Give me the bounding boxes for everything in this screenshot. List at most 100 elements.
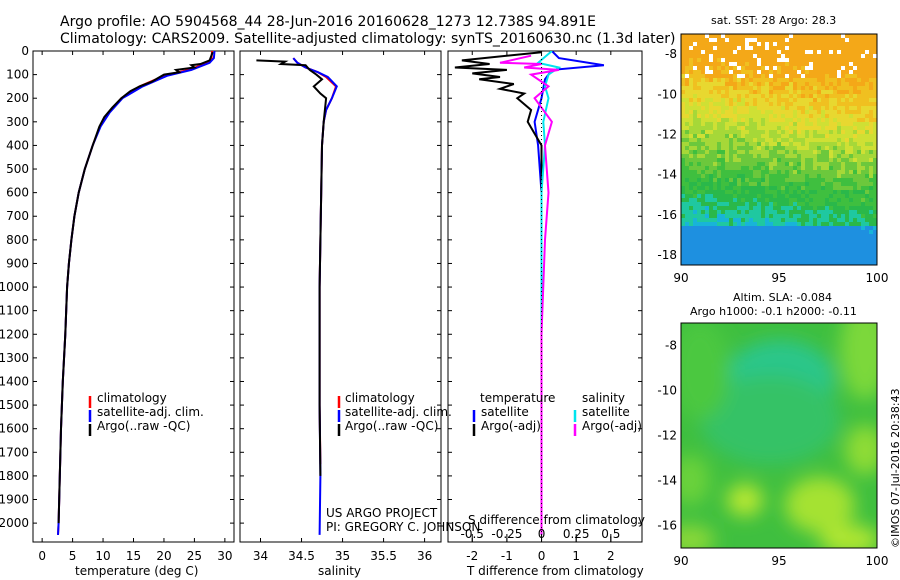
sst-cell [721, 102, 725, 106]
sst-cell [845, 246, 849, 250]
sst-cell [845, 102, 849, 106]
sst-cell [765, 158, 769, 162]
sst-cell [681, 82, 685, 86]
sst-cell [821, 254, 825, 258]
sst-cell [797, 122, 801, 126]
sst-cell [757, 82, 761, 86]
sst-cell [681, 242, 685, 246]
sst-cell [829, 258, 833, 262]
sst-cell [701, 230, 705, 234]
sst-cell [753, 162, 757, 166]
sst-cell [689, 170, 693, 174]
sst-cell [773, 154, 777, 158]
sst-cell [697, 50, 701, 54]
sst-cell [705, 150, 709, 154]
sst-cell [689, 186, 693, 190]
sst-cell [781, 154, 785, 158]
sst-cell [829, 154, 833, 158]
sst-cell [697, 174, 701, 178]
sst-cell [789, 94, 793, 98]
sst-cell [865, 58, 869, 62]
sst-cell [789, 262, 793, 265]
sst-cell [805, 110, 809, 114]
sst-cell [861, 42, 865, 46]
depth-tick-label: 300 [6, 115, 29, 129]
sst-cell [693, 202, 697, 206]
sst-cell [765, 198, 769, 202]
sst-cell [873, 158, 877, 162]
sst-cell [789, 86, 793, 90]
sst-cell [777, 46, 781, 50]
sst-cell [801, 214, 805, 218]
sst-cell [833, 198, 837, 202]
sst-cell [813, 146, 817, 150]
sst-cell [745, 158, 749, 162]
sst-cell [689, 94, 693, 98]
sst-cell [725, 114, 729, 118]
sst-cell [757, 238, 761, 242]
sst-cell [721, 194, 725, 198]
sst-cell [785, 154, 789, 158]
sst-cell [773, 42, 777, 46]
sst-cell [717, 110, 721, 114]
sst-cell [741, 178, 745, 182]
sst-cell [777, 62, 781, 66]
sst-cell [745, 50, 749, 54]
sst-cell [717, 178, 721, 182]
sst-cell [701, 110, 705, 114]
sst-cell [753, 38, 757, 42]
sst-cell [741, 186, 745, 190]
sst-cell [841, 250, 845, 254]
sst-cell [713, 174, 717, 178]
sst-cell [689, 42, 693, 46]
sst-cell [853, 146, 857, 150]
sst-cell [725, 82, 729, 86]
sst-cell [773, 70, 777, 74]
sst-cell [833, 122, 837, 126]
sst-cell [745, 194, 749, 198]
sst-cell [861, 174, 865, 178]
sst-cell [853, 150, 857, 154]
sst-cell [801, 230, 805, 234]
sst-cell [821, 66, 825, 70]
sst-cell [757, 34, 761, 38]
sst-cell [697, 34, 701, 38]
sst-cell [805, 226, 809, 230]
sst-cell [729, 146, 733, 150]
sst-cell [829, 246, 833, 250]
sst-cell [873, 210, 877, 214]
sst-cell [865, 34, 869, 38]
sst-cell [813, 54, 817, 58]
sst-cell [869, 242, 873, 246]
sst-cell [689, 118, 693, 122]
sst-cell [817, 174, 821, 178]
sst-cell [741, 102, 745, 106]
sst-cell [721, 262, 725, 265]
sst-cell [701, 218, 705, 222]
sst-cell [725, 106, 729, 110]
sst-cell [709, 246, 713, 250]
sst-cell [837, 66, 841, 70]
sst-cell [777, 206, 781, 210]
sst-cell [861, 126, 865, 130]
sst-cell [809, 150, 813, 154]
sst-cell [757, 46, 761, 50]
sst-cell [769, 90, 773, 94]
sst-cell [697, 234, 701, 238]
sst-cell [857, 142, 861, 146]
sst-cell [721, 78, 725, 82]
sst-cell [777, 126, 781, 130]
sst-cell [737, 194, 741, 198]
sst-cell [709, 114, 713, 118]
sst-cell [749, 50, 753, 54]
sst-cell [861, 210, 865, 214]
sst-cell [829, 66, 833, 70]
depth-tick-label: 1300 [0, 351, 29, 365]
sst-cell [765, 218, 769, 222]
sst-cell [685, 74, 689, 78]
sst-cell [865, 166, 869, 170]
sst-cell [729, 70, 733, 74]
sst-cell [745, 74, 749, 78]
sst-cell [713, 214, 717, 218]
sst-cell [753, 258, 757, 262]
